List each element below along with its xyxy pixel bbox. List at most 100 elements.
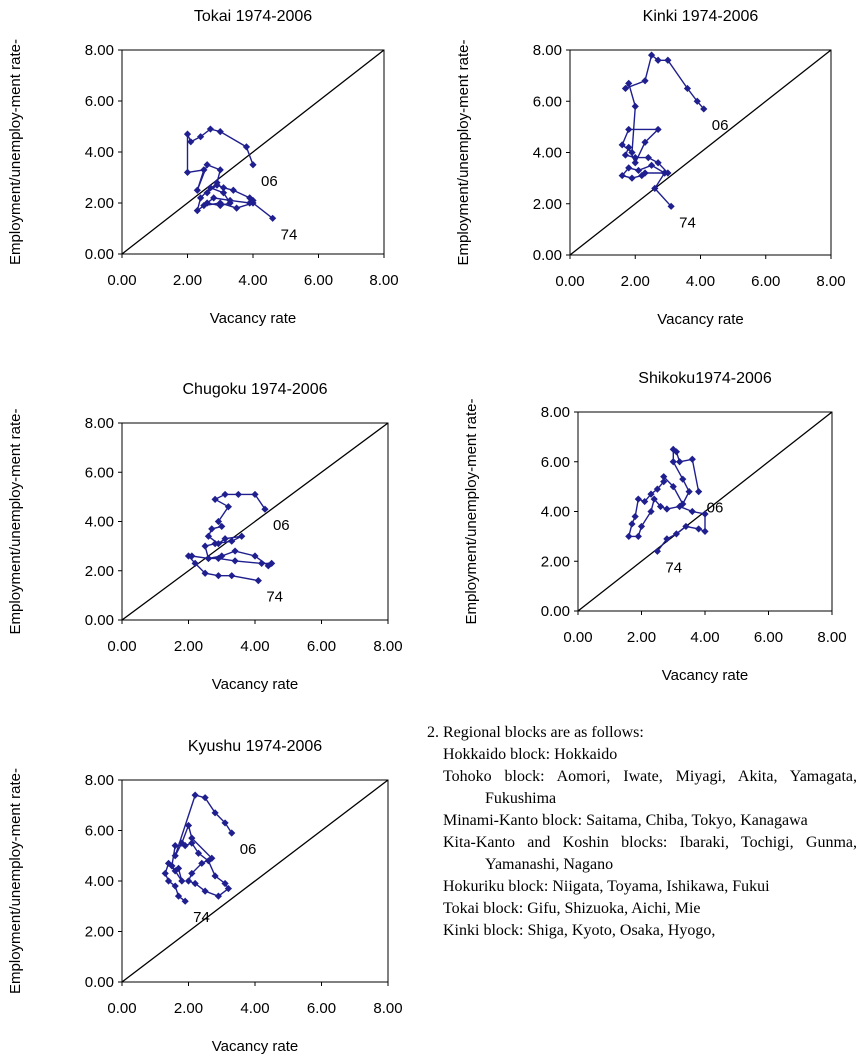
data-point bbox=[701, 510, 709, 518]
data-point bbox=[628, 520, 636, 528]
data-point bbox=[210, 194, 218, 202]
x-tick-label: 4.00 bbox=[690, 629, 719, 646]
x-tick-label: 4.00 bbox=[240, 1000, 269, 1017]
data-point bbox=[249, 161, 257, 169]
data-point bbox=[203, 189, 211, 197]
y-tick-label: 6.00 bbox=[85, 93, 114, 110]
data-point bbox=[625, 532, 633, 540]
x-tick-label: 2.00 bbox=[627, 629, 656, 646]
series-line bbox=[627, 447, 706, 552]
data-point bbox=[187, 138, 195, 146]
x-axis-label: Vacancy rate bbox=[210, 310, 296, 327]
x-tick-label: 8.00 bbox=[817, 629, 846, 646]
x-axis-label: Vacancy rate bbox=[657, 311, 743, 328]
chart-shikoku-svg: 0.00 0.00 2.00 2.00 4.00 4.00 6.00 6.00 8.00 8.00… bbox=[463, 370, 847, 684]
data-point bbox=[201, 794, 209, 802]
data-point bbox=[695, 525, 703, 533]
year-annotation: 74 bbox=[266, 589, 283, 606]
data-point bbox=[203, 199, 211, 207]
data-point bbox=[188, 834, 196, 842]
data-point bbox=[647, 507, 655, 516]
data-point bbox=[700, 105, 708, 113]
regional-blocks-note: 2. Regional blocks are as follows: Hokka… bbox=[427, 722, 857, 942]
y-tick-label: 4.00 bbox=[541, 504, 570, 521]
data-point bbox=[268, 559, 276, 567]
diagonal-line bbox=[121, 422, 389, 621]
data-point bbox=[664, 169, 672, 177]
y-tick-label: 2.00 bbox=[85, 195, 114, 212]
data-point bbox=[221, 819, 229, 827]
chart-kyushu: 0.00 0.00 2.00 2.00 4.00 4.00 6.00 6.00 8.00 8.00… bbox=[0, 716, 420, 1056]
data-point bbox=[683, 84, 692, 93]
data-point bbox=[647, 51, 656, 59]
y-tick-label: 0.00 bbox=[541, 603, 570, 620]
x-axis-label: Vacancy rate bbox=[212, 1038, 298, 1055]
data-point bbox=[183, 130, 192, 138]
y-tick-label: 2.00 bbox=[541, 553, 570, 570]
data-point bbox=[634, 495, 642, 503]
data-point bbox=[171, 882, 179, 890]
y-tick-label: 6.00 bbox=[85, 823, 114, 840]
note-title: 2. Regional blocks are as follows: bbox=[427, 724, 644, 741]
data-point bbox=[193, 186, 201, 194]
year-annotation: 74 bbox=[665, 559, 682, 576]
x-tick-label: 2.00 bbox=[174, 1000, 203, 1017]
data-point bbox=[216, 128, 224, 136]
diagonal-line bbox=[121, 49, 385, 255]
data-point bbox=[254, 577, 262, 585]
data-point bbox=[663, 505, 671, 513]
data-point bbox=[644, 154, 652, 162]
data-point bbox=[651, 184, 659, 192]
series-line bbox=[620, 53, 705, 207]
data-point bbox=[679, 475, 687, 483]
block-tohoku: Tohoko block: Aomori, Iwate, Miyagi, Aki… bbox=[443, 768, 857, 807]
data-point bbox=[628, 148, 636, 157]
data-point bbox=[231, 547, 239, 555]
data-point bbox=[231, 557, 239, 565]
data-point bbox=[695, 488, 703, 496]
x-tick-label: 4.00 bbox=[240, 638, 269, 655]
data-point bbox=[178, 839, 186, 847]
x-tick-label: 6.00 bbox=[307, 638, 336, 655]
data-point bbox=[198, 859, 206, 867]
year-annotation: 06 bbox=[707, 500, 724, 517]
x-tick-label: 0.00 bbox=[107, 272, 136, 289]
data-point bbox=[261, 505, 269, 513]
data-point bbox=[628, 174, 636, 182]
y-tick-label: 8.00 bbox=[533, 42, 562, 59]
y-tick-label: 4.00 bbox=[85, 514, 114, 531]
year-annotation: 06 bbox=[712, 117, 729, 134]
data-point bbox=[653, 485, 661, 493]
data-point bbox=[672, 530, 681, 538]
chart-chugoku-svg: 0.00 0.00 2.00 2.00 4.00 4.00 6.00 6.00 8.00 8.00… bbox=[7, 381, 403, 693]
data-point bbox=[631, 154, 639, 162]
data-point bbox=[228, 537, 236, 545]
data-point bbox=[667, 202, 675, 210]
data-point bbox=[221, 535, 229, 543]
data-point bbox=[618, 171, 626, 180]
year-annotation: 74 bbox=[679, 214, 696, 231]
year-annotation: 06 bbox=[240, 841, 257, 858]
y-axis-label: Employment/unemploy-ment rate- bbox=[463, 399, 480, 625]
chart-title: Kinki 1974-2006 bbox=[643, 8, 759, 25]
data-point bbox=[688, 455, 696, 463]
chart-chugoku: 0.00 0.00 2.00 2.00 4.00 4.00 6.00 6.00 8.00 8.00… bbox=[0, 364, 420, 704]
y-tick-label: 8.00 bbox=[85, 772, 114, 789]
x-tick-label: 2.00 bbox=[621, 273, 650, 290]
data-point bbox=[653, 547, 661, 555]
data-point bbox=[634, 166, 643, 175]
y-tick-label: 2.00 bbox=[85, 924, 114, 941]
y-tick-label: 0.00 bbox=[533, 247, 562, 264]
data-point bbox=[242, 143, 251, 151]
data-point bbox=[191, 559, 199, 567]
year-annotation: 06 bbox=[273, 517, 290, 534]
data-point bbox=[206, 125, 215, 133]
data-point bbox=[214, 572, 223, 580]
y-tick-label: 4.00 bbox=[533, 145, 562, 162]
data-point bbox=[211, 495, 219, 503]
data-point bbox=[193, 207, 201, 215]
data-point bbox=[208, 525, 216, 533]
block-hokkaido: Hokkaido block: Hokkaido bbox=[443, 746, 618, 763]
data-point bbox=[216, 201, 224, 210]
block-minami-kanto: Minami-Kanto block: Saitama, Chiba, Toky… bbox=[443, 812, 808, 829]
